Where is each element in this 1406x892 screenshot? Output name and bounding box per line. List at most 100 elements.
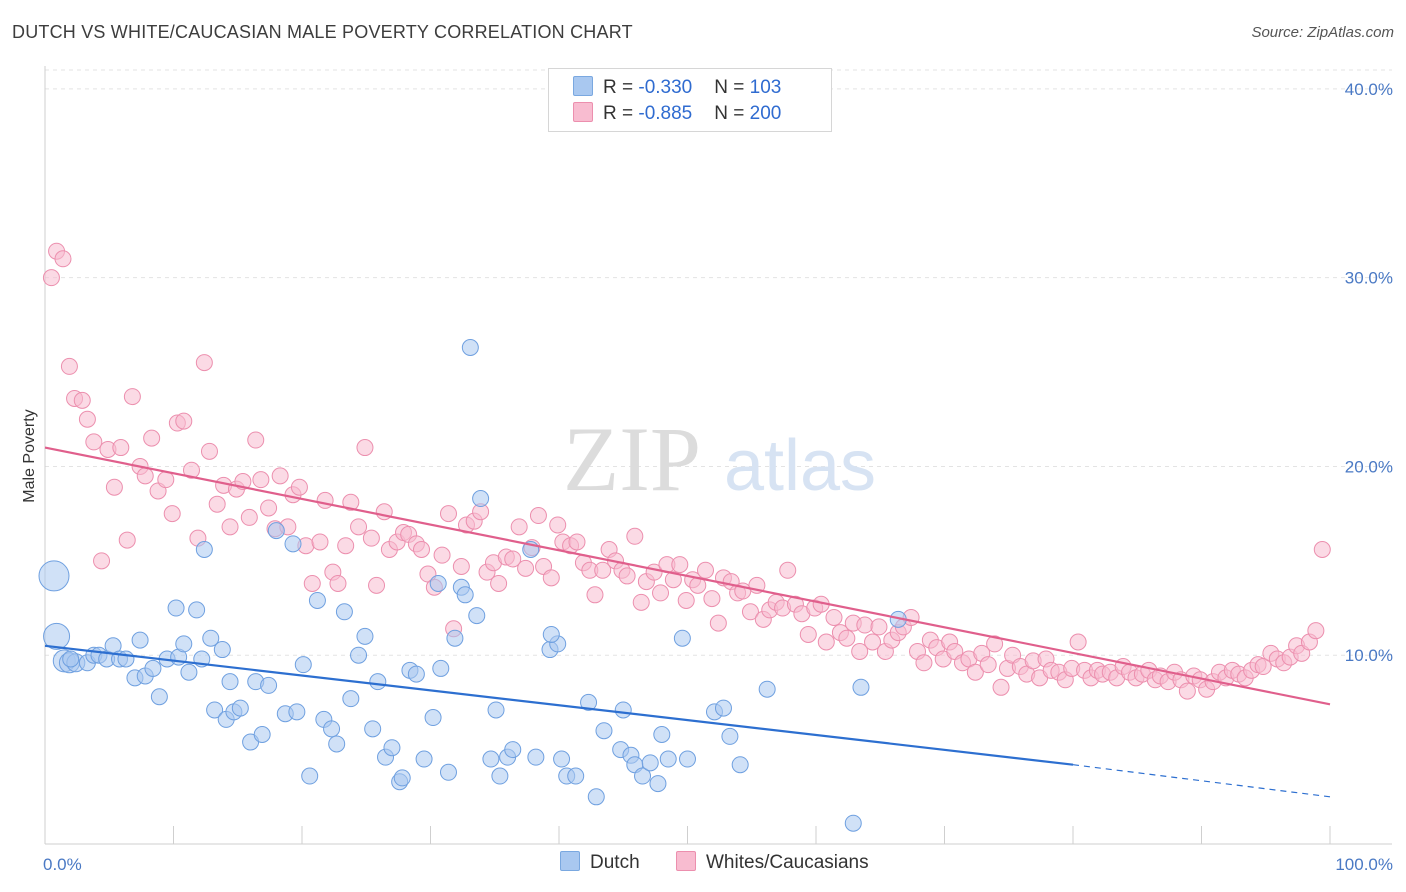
dutch-point-45 (323, 720, 341, 738)
whites-point-58 (413, 541, 431, 559)
dutch-point-36 (260, 676, 278, 694)
whites-point-8 (93, 552, 111, 570)
whites-point-198 (1313, 541, 1331, 559)
dutch-point-50 (356, 627, 374, 645)
whites-point-127 (856, 616, 874, 634)
whites-point-97 (664, 571, 682, 589)
watermark-atlas: atlas (724, 426, 876, 506)
whites-point-0 (42, 269, 60, 287)
dutch-point-99 (721, 727, 739, 745)
dutch-point-39 (284, 535, 302, 553)
whites-point-49 (356, 439, 374, 457)
dutch-point-103 (852, 678, 870, 696)
whites-point-64 (452, 557, 470, 575)
legend-r-label: R = (603, 103, 639, 124)
dutch-point-66 (456, 586, 474, 604)
whites-point-10 (105, 478, 123, 496)
whites-point-95 (652, 584, 670, 602)
dutch-point-76 (527, 748, 545, 766)
whites-point-50 (362, 529, 380, 547)
dutch-point-48 (342, 690, 360, 708)
y-axis-title: Male Poverty (21, 409, 38, 502)
whites-point-121 (817, 633, 835, 651)
dutch-point-90 (634, 767, 652, 785)
dutch-point-83 (580, 693, 598, 711)
whites-point-74 (517, 559, 535, 577)
whites-point-73 (510, 518, 528, 536)
whites-point-148 (992, 678, 1010, 696)
dutch-point-87 (614, 701, 632, 719)
dutch-point-6 (62, 650, 80, 668)
whites-point-16 (143, 429, 161, 447)
dutch-point-59 (415, 750, 433, 768)
x-tick-labels: 0.0% 100.0% (43, 855, 1393, 874)
dutch-point-61 (429, 574, 447, 592)
whites-point-45 (329, 574, 347, 592)
dutch-point-85 (595, 722, 613, 740)
watermark-zip: ZIP (563, 408, 701, 510)
whites-point-3 (60, 357, 78, 375)
legend-n-value: 103 (749, 77, 782, 98)
whites-point-124 (838, 629, 856, 647)
dutch-point-17 (150, 688, 168, 706)
whites-point-34 (260, 499, 278, 517)
whites-point-22 (182, 461, 200, 479)
dutch-point-46 (328, 735, 346, 753)
whites-point-51 (368, 576, 386, 594)
dutch-point-95 (673, 629, 691, 647)
whites-point-76 (529, 507, 547, 525)
axes (44, 66, 1392, 845)
dutch-point-96 (679, 750, 696, 768)
whites-point-85 (586, 586, 604, 604)
whites-point-118 (799, 625, 817, 643)
whites-point-104 (709, 614, 727, 632)
whites-point-160 (1069, 633, 1087, 651)
dutch-point-35 (253, 726, 271, 744)
bottom-legend-swatch-dutch (560, 851, 580, 871)
whites-point-98 (671, 556, 689, 574)
dutch-point-43 (308, 591, 326, 609)
whites-point-102 (696, 561, 714, 579)
whites-point-99 (677, 591, 695, 609)
bottom-legend-dutch: Dutch (560, 851, 640, 874)
dutch-point-68 (468, 607, 486, 625)
whites-point-24 (195, 354, 213, 372)
dutch-point-37 (267, 522, 285, 540)
whites-point-61 (433, 546, 451, 564)
dutch-point-26 (202, 629, 220, 647)
whites-trend-line (44, 446, 1331, 706)
y-tick-label-2: 30.0% (1345, 269, 1393, 288)
legend-swatch-dutch (573, 76, 593, 96)
dutch-point-63 (439, 763, 457, 781)
whites-point-41 (303, 574, 321, 592)
whites-point-39 (290, 478, 308, 496)
whites-point-11 (112, 439, 130, 457)
whites-point-144 (966, 663, 984, 681)
dutch-point-41 (294, 656, 312, 674)
y-tick-labels: 10.0% 20.0% 30.0% 40.0% (1345, 80, 1393, 665)
dutch-point-60 (424, 709, 442, 727)
dutch-point-25 (195, 541, 213, 559)
whites-point-78 (542, 569, 560, 587)
whites-point-15 (136, 467, 154, 485)
legend-r-label: R = (603, 77, 639, 98)
dutch-point-42 (301, 767, 319, 785)
bottom-legend-label-whites: Whites/Caucasians (706, 852, 869, 873)
whites-point-90 (618, 567, 636, 585)
legend-r-value: -0.330 (638, 77, 693, 98)
whites-point-189 (1254, 658, 1272, 676)
whites-point-43 (316, 491, 334, 509)
dutch-point-47 (335, 603, 353, 621)
dutch-point-74 (504, 741, 522, 759)
legend-row-whites: R = -0.885 N = 200 (573, 102, 781, 126)
whites-point-2 (54, 250, 72, 268)
whites-point-128 (864, 633, 882, 651)
whites-point-146 (979, 656, 997, 674)
whites-point-91 (626, 527, 644, 545)
dutch-point-62 (432, 659, 450, 677)
legend-r-value: -0.885 (638, 103, 693, 124)
dutch-point-94 (659, 750, 677, 768)
watermark: ZIP atlas (563, 408, 876, 510)
dutch-point-28 (213, 641, 231, 659)
whites-point-86 (594, 561, 612, 579)
